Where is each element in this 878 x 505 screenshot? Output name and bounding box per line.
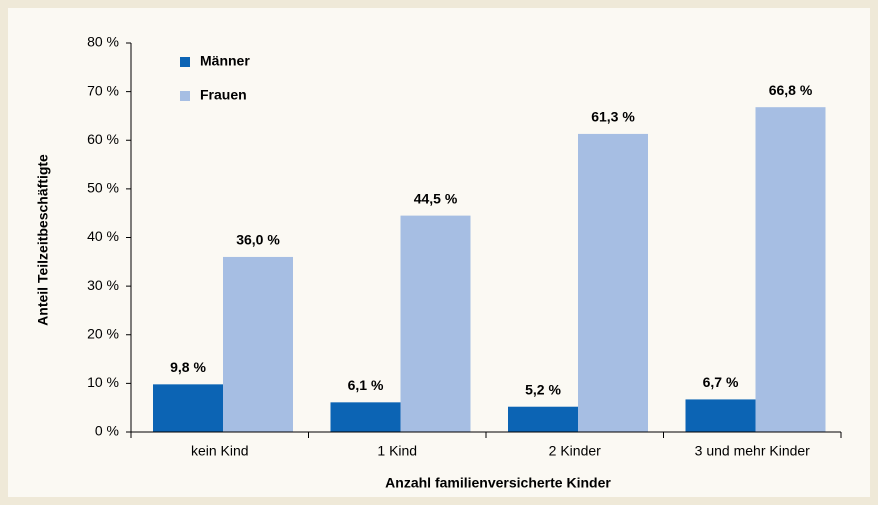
value-label: 5,2 % [525,381,561,397]
bar [578,133,648,432]
y-tick-label: 40 % [87,228,119,244]
y-tick-label: 20 % [87,325,119,341]
value-label: 36,0 % [236,232,280,248]
value-label: 6,7 % [703,374,739,390]
legend-label: Männer [200,53,250,69]
y-tick-label: 30 % [87,277,119,293]
value-label: 44,5 % [414,190,458,206]
y-tick-label: 10 % [87,374,119,390]
value-label: 9,8 % [170,359,206,375]
bar [153,384,223,432]
bar [685,399,756,432]
bar [755,107,826,432]
legend-swatch [180,57,190,67]
bar [508,406,578,432]
x-tick-label: 1 Kind [377,443,417,459]
y-axis-label: Anteil Teilzeitbeschäftigte [35,154,51,326]
x-axis-label: Anzahl familienversicherte Kinder [385,475,611,491]
y-tick-label: 60 % [87,131,119,147]
bar [223,256,293,432]
y-tick-label: 50 % [87,180,119,196]
bar [400,215,471,432]
value-label: 66,8 % [769,82,813,98]
y-tick-label: 80 % [87,34,119,50]
y-tick-label: 70 % [87,82,119,98]
x-tick-label: kein Kind [191,443,249,459]
value-label: 61,3 % [591,109,635,125]
x-tick-label: 3 und mehr Kinder [695,443,811,459]
x-tick-label: 2 Kinder [549,443,601,459]
legend-label: Frauen [200,87,247,103]
legend-swatch [180,91,190,101]
bar [330,402,401,432]
value-label: 6,1 % [348,377,384,393]
y-tick-label: 0 % [95,423,119,439]
